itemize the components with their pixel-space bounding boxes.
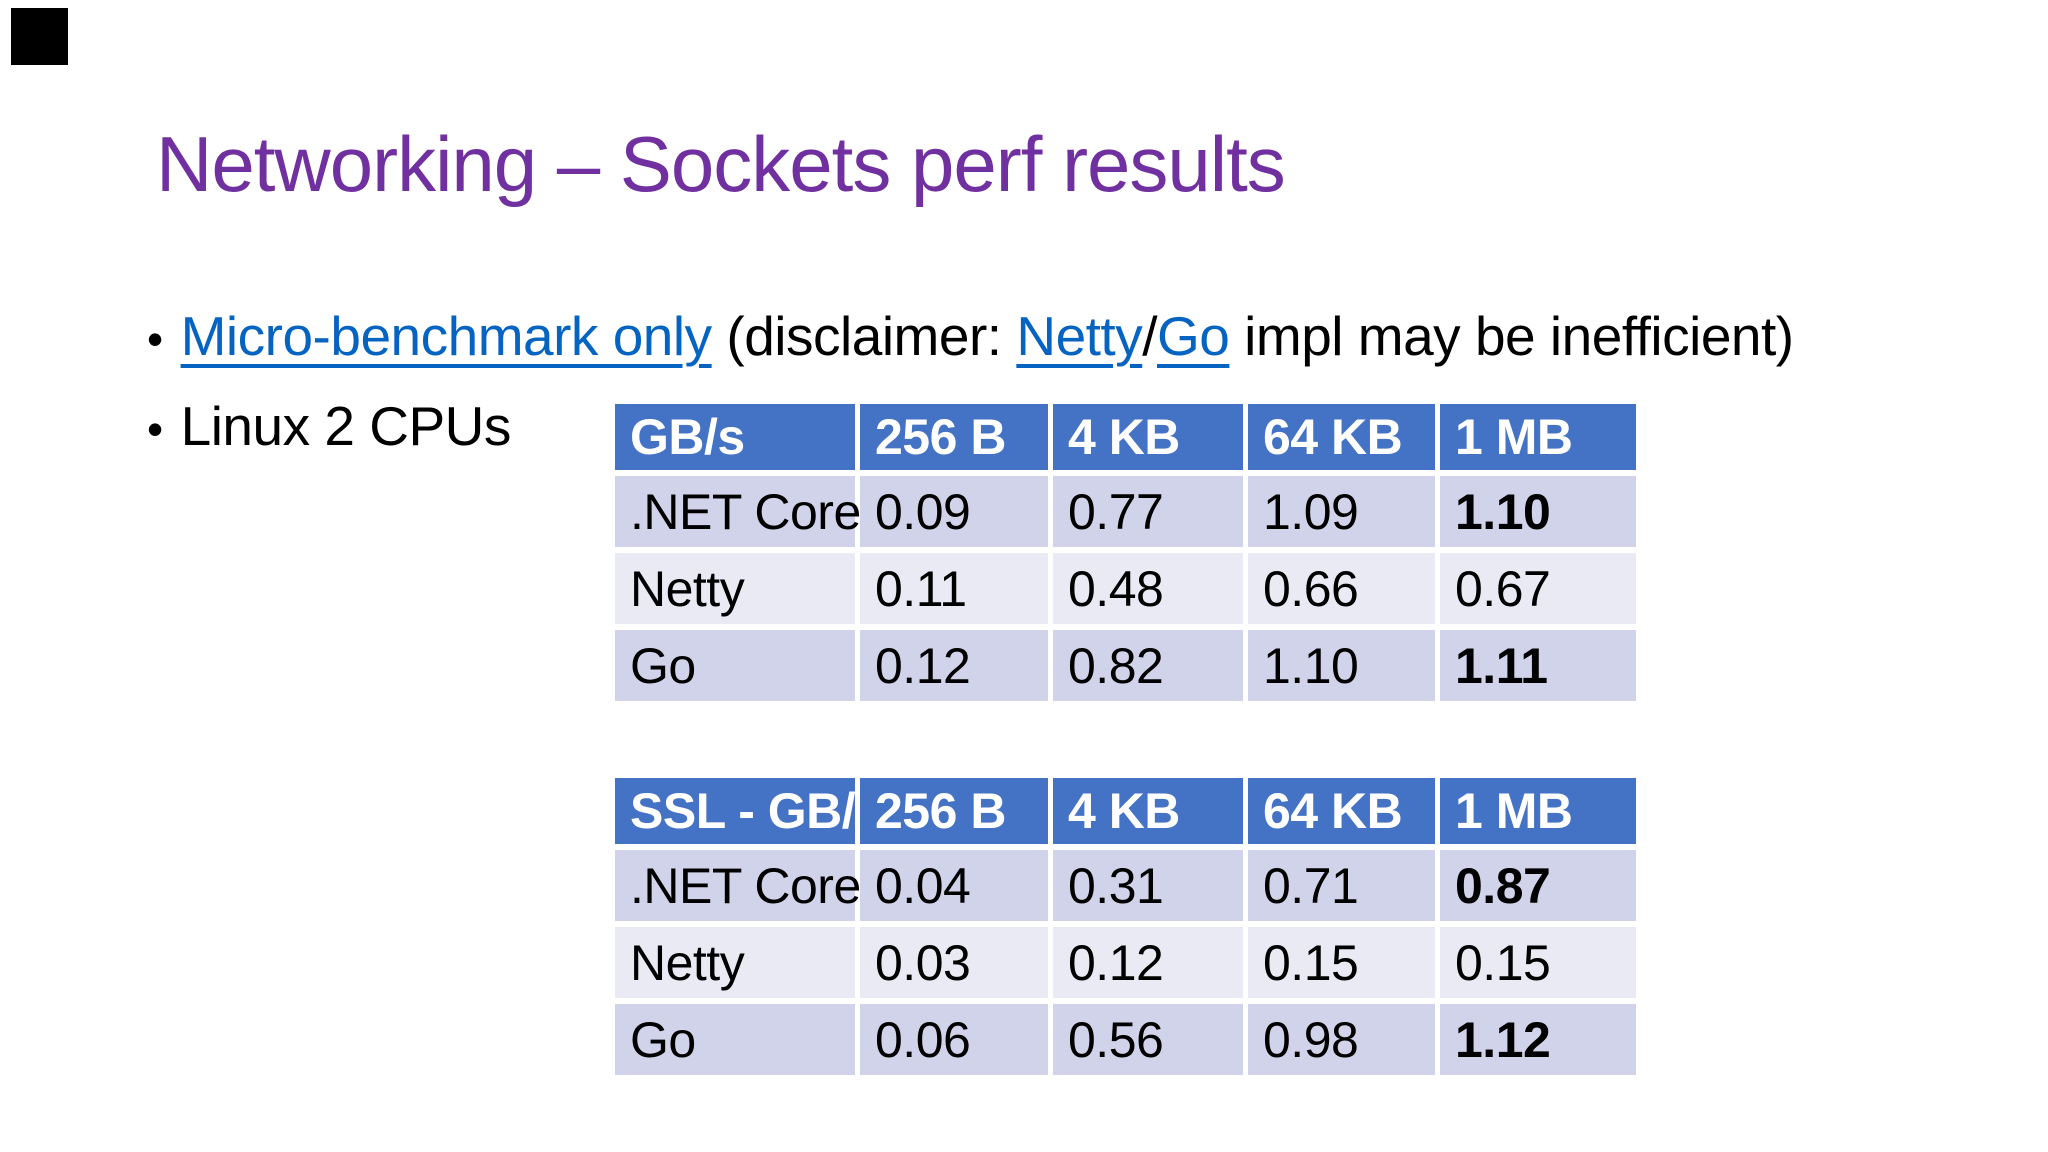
ssl-throughput-table: SSL - GB/s 256 B 4 KB 64 KB 1 MB .NET Co…	[615, 778, 1636, 1075]
bullet-icon: •	[147, 403, 163, 455]
column-header: 64 KB	[1248, 404, 1435, 470]
row-label: .NET Core	[615, 476, 861, 547]
value-cell: 0.82	[1053, 630, 1243, 701]
corner-marker	[11, 8, 68, 65]
row-label: .NET Core	[615, 850, 861, 921]
plain-text: impl may be inefficient)	[1229, 305, 1794, 367]
value-cell: 1.10	[1248, 630, 1435, 701]
value-cell: 0.03	[860, 927, 1048, 998]
value-cell: 1.11	[1440, 630, 1636, 701]
value-cell: 0.15	[1440, 927, 1636, 998]
slide-title: Networking – Sockets perf results	[156, 120, 1286, 208]
link-micro-benchmark[interactable]: Micro-benchmark only	[180, 305, 713, 367]
column-header: GB/s	[615, 404, 855, 470]
value-cell: 0.67	[1440, 553, 1636, 624]
value-cell: 0.87	[1440, 850, 1636, 921]
column-header: 1 MB	[1440, 404, 1636, 470]
column-header: 256 B	[860, 404, 1048, 470]
value-cell: 0.66	[1248, 553, 1435, 624]
row-label: Netty	[615, 927, 855, 998]
row-label: Go	[615, 630, 855, 701]
value-cell: 0.71	[1248, 850, 1435, 921]
plain-text: (disclaimer:	[711, 305, 1017, 367]
row-label: Netty	[615, 553, 855, 624]
column-header: SSL - GB/s	[615, 778, 883, 844]
bullet-icon: •	[147, 313, 163, 365]
value-cell: 0.31	[1053, 850, 1243, 921]
value-cell: 0.56	[1053, 1004, 1243, 1075]
value-cell: 0.77	[1053, 476, 1243, 547]
value-cell: 0.98	[1248, 1004, 1435, 1075]
value-cell: 0.12	[1053, 927, 1243, 998]
column-header: 4 KB	[1053, 404, 1243, 470]
bullet-text: Micro-benchmark only (disclaimer: Netty/…	[180, 303, 1795, 369]
link-netty[interactable]: Netty	[1016, 305, 1143, 367]
value-cell: 0.09	[860, 476, 1048, 547]
column-header: 4 KB	[1053, 778, 1243, 844]
value-cell: 0.06	[860, 1004, 1048, 1075]
link-go[interactable]: Go	[1157, 305, 1230, 367]
row-label: Go	[615, 1004, 855, 1075]
value-cell: 0.12	[860, 630, 1048, 701]
bullet-item-benchmark: • Micro-benchmark only (disclaimer: Nett…	[147, 303, 1794, 372]
throughput-table: GB/s 256 B 4 KB 64 KB 1 MB .NET Core 0.0…	[615, 404, 1636, 701]
column-header: 1 MB	[1440, 778, 1636, 844]
value-cell: 1.10	[1440, 476, 1636, 547]
value-cell: 1.12	[1440, 1004, 1636, 1075]
column-header: 64 KB	[1248, 778, 1435, 844]
bullet-item-linux: • Linux 2 CPUs	[147, 393, 511, 462]
value-cell: 0.04	[860, 850, 1048, 921]
value-cell: 0.48	[1053, 553, 1243, 624]
plain-text: /	[1142, 305, 1157, 367]
bullet-text: Linux 2 CPUs	[180, 395, 512, 457]
value-cell: 1.09	[1248, 476, 1435, 547]
column-header: 256 B	[860, 778, 1048, 844]
value-cell: 0.15	[1248, 927, 1435, 998]
value-cell: 0.11	[860, 553, 1048, 624]
